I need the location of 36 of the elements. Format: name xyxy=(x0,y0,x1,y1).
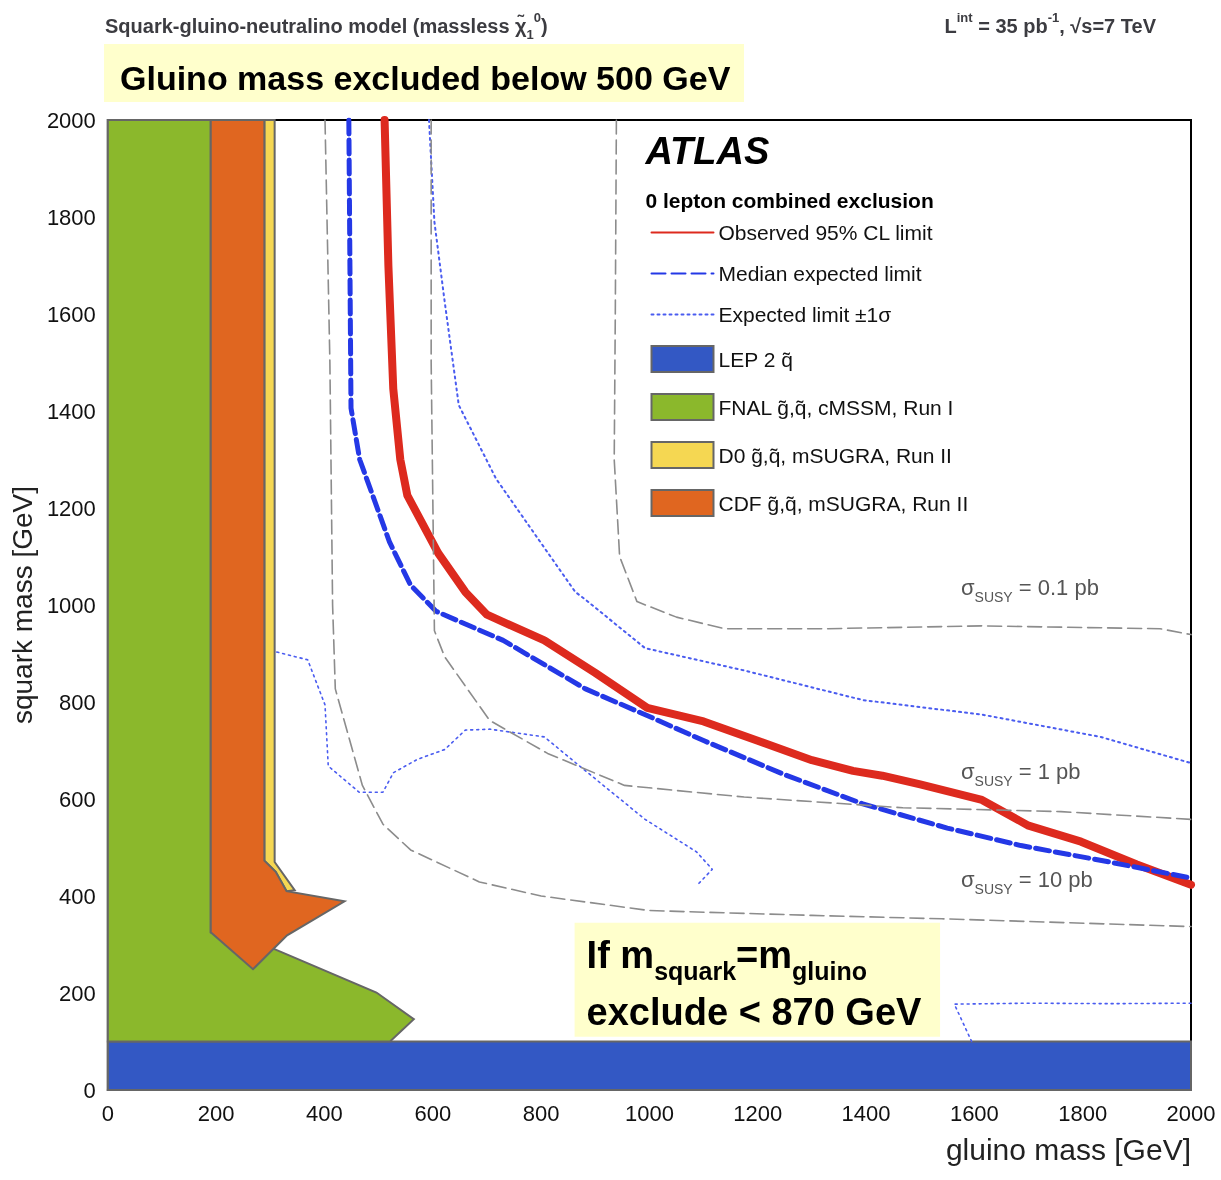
x-tick-label: 600 xyxy=(414,1100,452,1126)
x-tick-label: 1200 xyxy=(733,1100,783,1126)
y-tick-label: 0 xyxy=(83,1077,96,1103)
y-tick-label: 600 xyxy=(59,786,96,812)
legend-label: Median expected limit xyxy=(718,262,922,285)
legend-label: Observed 95% CL limit xyxy=(718,221,933,244)
y-tick-label: 2000 xyxy=(46,107,96,133)
x-tick-label: 2000 xyxy=(1166,1100,1216,1126)
y-tick-label: 1800 xyxy=(46,204,96,230)
line-series xyxy=(613,119,1192,636)
x-tick-label: 0 xyxy=(101,1100,114,1126)
legend-label: LEP 2 q̃ xyxy=(718,347,793,371)
x-tick-label: 1600 xyxy=(949,1100,999,1126)
x-tick-label: 400 xyxy=(306,1100,343,1126)
legend-title: 0 lepton combined exclusion xyxy=(645,189,934,213)
legend-label: Expected limit ±1σ xyxy=(718,303,892,326)
y-tick-label: 1400 xyxy=(46,398,96,424)
text: Gluino mass excluded below 500 GeV xyxy=(120,58,731,97)
y-tick-label: 200 xyxy=(59,980,96,1006)
legend-label: D0 g̃,q̃, mSUGRA, Run II xyxy=(718,443,952,467)
x-tick-label: 200 xyxy=(197,1100,235,1126)
legend-label: CDF g̃,q̃, mSUGRA, Run II xyxy=(718,491,969,515)
y-axis-title: squark mass [GeV] xyxy=(6,485,38,725)
annotation: exclude < 870 GeV xyxy=(586,991,923,1034)
x-tick-label: 1400 xyxy=(841,1100,891,1126)
y-tick-label: 800 xyxy=(59,689,96,715)
x-tick-label: 1800 xyxy=(1058,1100,1108,1126)
y-tick-label: 1200 xyxy=(46,495,96,521)
legend-label: FNAL g̃,q̃, cMSSM, Run I xyxy=(718,395,954,419)
x-tick-label: 1000 xyxy=(624,1100,674,1126)
x-tick-label: 800 xyxy=(522,1100,560,1126)
y-tick-label: 1600 xyxy=(46,301,96,327)
y-tick-label: 1000 xyxy=(46,592,96,618)
x-axis-title: gluino mass [GeV] xyxy=(945,1132,1191,1166)
y-tick-label: 400 xyxy=(59,883,96,909)
annotation: ATLAS xyxy=(644,130,770,173)
